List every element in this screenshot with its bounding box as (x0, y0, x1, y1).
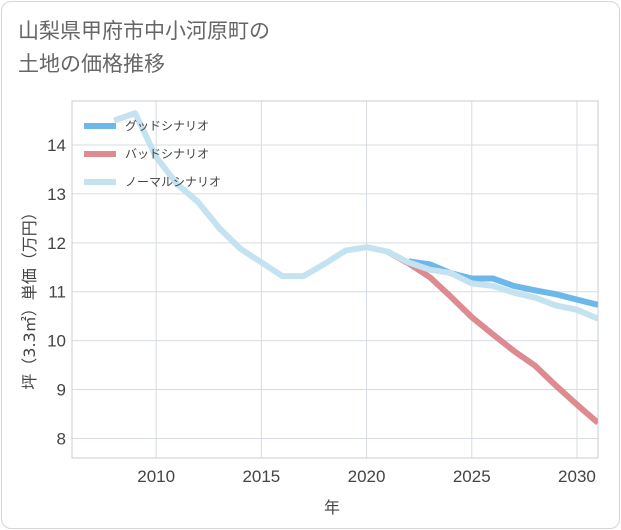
y-tick-label-8: 8 (57, 429, 66, 448)
y-axis-tick-labels: 8 9 10 11 12 13 14 (47, 136, 66, 448)
x-tick-label-2015: 2015 (242, 467, 280, 486)
y-tick-label-12: 12 (47, 234, 66, 253)
x-axis-title: 年 (324, 498, 340, 517)
legend-label-good: グッドシナリオ (125, 119, 209, 133)
y-axis-title: 坪（3.3㎡）単価（万円） (20, 204, 39, 389)
series-line-normal (113, 110, 598, 322)
y-tick-label-10: 10 (47, 332, 66, 351)
legend-label-normal: ノーマルシナリオ (125, 175, 221, 189)
series-line-bad (386, 248, 598, 426)
x-tick-label-2010: 2010 (137, 467, 175, 486)
x-tick-label-2020: 2020 (348, 467, 386, 486)
plot-area-frame (71, 100, 599, 459)
y-tick-label-11: 11 (48, 283, 66, 302)
x-tick-label-2030: 2030 (558, 467, 596, 486)
chart-title-line-1: 山梨県甲府市中小河原町の (18, 19, 270, 43)
y-tick-label-9: 9 (57, 381, 66, 400)
x-tick-label-2025: 2025 (453, 467, 491, 486)
y-tick-label-13: 13 (47, 185, 66, 204)
chart-title-line-2: 土地の価格推移 (18, 52, 165, 76)
chart-title: 山梨県甲府市中小河原町の 土地の価格推移 (18, 15, 270, 81)
legend-label-bad: バッドシナリオ (125, 147, 209, 161)
series-lines (113, 110, 598, 426)
x-axis-tick-labels: 2010 2015 2020 2025 2030 (137, 467, 596, 486)
y-tick-label-14: 14 (47, 136, 66, 155)
